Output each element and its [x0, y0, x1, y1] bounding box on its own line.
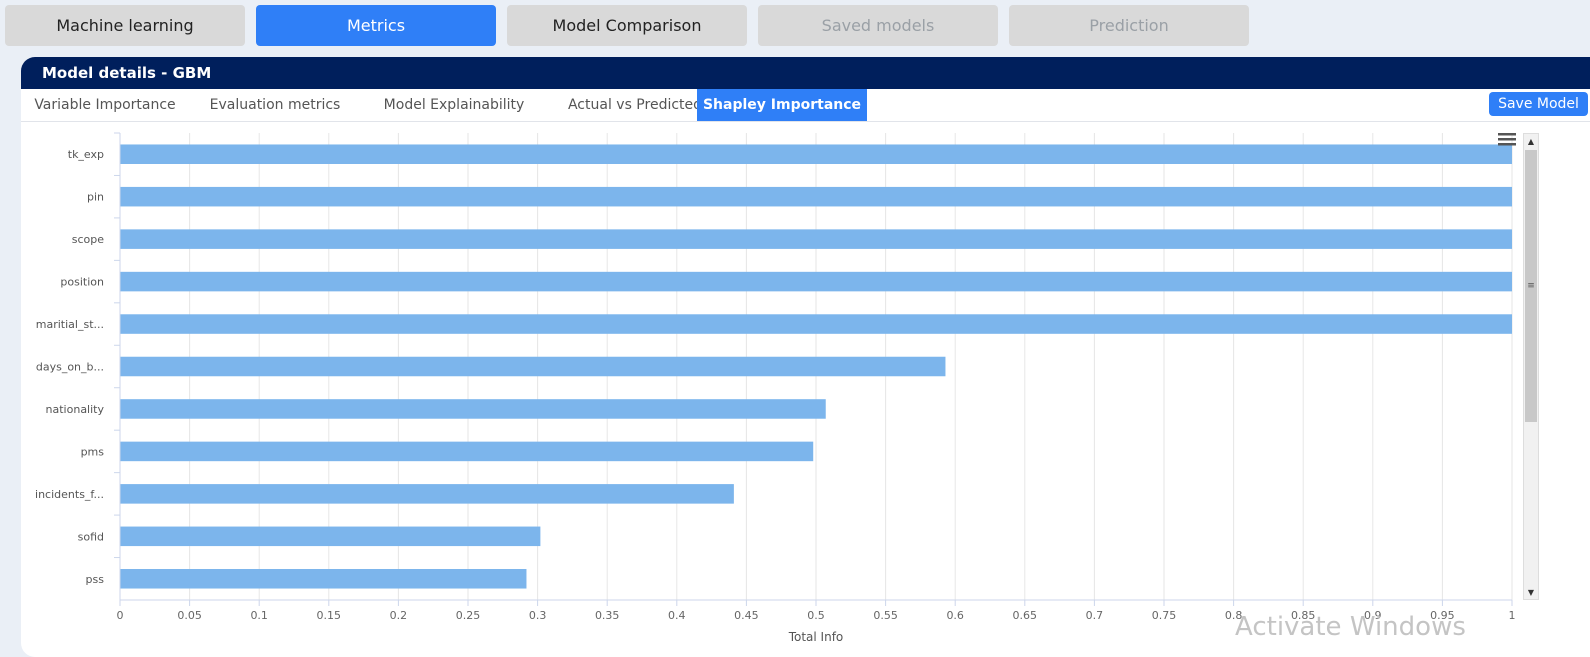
bar-position[interactable]: [120, 271, 1512, 292]
panel-title: Model details - GBM: [21, 57, 1590, 89]
bar-days-on-b[interactable]: [120, 356, 946, 377]
x-tick-label: 0.9: [1364, 609, 1382, 622]
x-tick-label: 0.25: [456, 609, 481, 622]
arrow-up-icon[interactable]: ▲: [1524, 134, 1538, 148]
subtab-bar: Variable Importance Evaluation metrics M…: [21, 89, 1590, 122]
chart-scrollbar[interactable]: ▲ ≡ ▼: [1523, 133, 1539, 600]
x-tick-label: 0.8: [1225, 609, 1243, 622]
hamburger-icon[interactable]: [1496, 130, 1520, 150]
x-tick-label: 1: [1509, 609, 1516, 622]
x-tick-label: 0.2: [390, 609, 408, 622]
tab-model-comparison[interactable]: Model Comparison: [507, 5, 747, 46]
y-category-label: maritial_st...: [36, 318, 104, 331]
arrow-down-icon[interactable]: ▼: [1524, 585, 1538, 599]
windows-activation-watermark: Activate Windows: [1235, 612, 1466, 642]
x-tick-label: 0.65: [1013, 609, 1038, 622]
subtab-model-explainability[interactable]: Model Explainability: [383, 97, 525, 113]
x-tick-label: 0.3: [529, 609, 547, 622]
tab-prediction[interactable]: Prediction: [1009, 5, 1249, 46]
y-category-label: position: [60, 276, 104, 289]
y-category-label: incidents_f...: [35, 488, 104, 501]
y-category-label: scope: [72, 233, 104, 246]
x-axis-label: Total Info: [788, 630, 844, 644]
x-tick-label: 0.7: [1086, 609, 1104, 622]
subtab-actual-vs-predicted[interactable]: Actual vs Predicted: [567, 97, 703, 113]
x-tick-label: 0.6: [946, 609, 964, 622]
tab-saved-models[interactable]: Saved models: [758, 5, 998, 46]
subtab-variable-importance[interactable]: Variable Importance: [34, 97, 176, 113]
subtab-evaluation-metrics[interactable]: Evaluation metrics: [209, 97, 341, 113]
y-category-label: days_on_b...: [36, 361, 104, 374]
bar-scope[interactable]: [120, 229, 1512, 249]
tab-metrics[interactable]: Metrics: [256, 5, 496, 46]
y-category-label: pss: [86, 573, 105, 586]
top-tab-bar: Machine learning Metrics Model Compariso…: [5, 5, 1275, 46]
x-tick-label: 0.1: [250, 609, 268, 622]
x-tick-label: 0.35: [595, 609, 620, 622]
bar-pss[interactable]: [120, 569, 527, 589]
bar-nationality[interactable]: [120, 399, 826, 419]
bar-tk-exp[interactable]: [120, 144, 1512, 164]
subtab-shapley-importance[interactable]: Shapley Importance: [697, 89, 867, 121]
x-tick-label: 0.85: [1291, 609, 1316, 622]
x-tick-label: 0.95: [1430, 609, 1455, 622]
bar-pms[interactable]: [120, 441, 814, 462]
y-category-label: tk_exp: [68, 148, 104, 161]
x-tick-label: 0: [117, 609, 124, 622]
x-tick-label: 0.15: [317, 609, 342, 622]
bar-maritial-st[interactable]: [120, 314, 1512, 334]
x-tick-label: 0.4: [668, 609, 686, 622]
scrollbar-thumb[interactable]: ≡: [1525, 150, 1537, 422]
x-tick-label: 0.5: [807, 609, 825, 622]
bar-pin[interactable]: [120, 186, 1512, 207]
y-category-label: nationality: [46, 403, 105, 416]
save-model-button[interactable]: Save Model: [1489, 92, 1588, 116]
bar-incidents-f[interactable]: [120, 484, 734, 504]
x-tick-label: 0.75: [1152, 609, 1177, 622]
tab-machine-learning[interactable]: Machine learning: [5, 5, 245, 46]
x-tick-label: 0.45: [734, 609, 759, 622]
y-category-label: pin: [87, 191, 104, 204]
x-tick-label: 0.55: [873, 609, 898, 622]
y-category-label: sofid: [78, 530, 104, 543]
y-category-label: pms: [81, 445, 105, 458]
x-tick-label: 0.05: [177, 609, 202, 622]
bar-sofid[interactable]: [120, 526, 541, 547]
